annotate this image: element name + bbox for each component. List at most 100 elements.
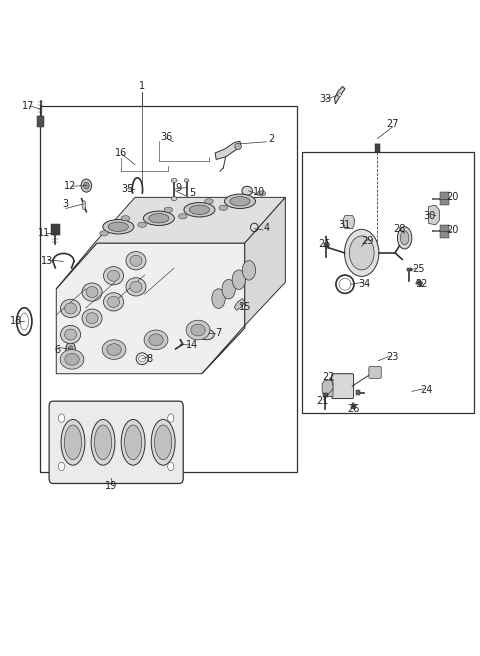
- Ellipse shape: [60, 325, 81, 344]
- Ellipse shape: [191, 324, 205, 336]
- Polygon shape: [322, 380, 333, 397]
- Ellipse shape: [65, 354, 79, 365]
- Polygon shape: [441, 192, 449, 205]
- Ellipse shape: [124, 425, 142, 460]
- Ellipse shape: [397, 227, 412, 249]
- Ellipse shape: [212, 289, 225, 308]
- Text: 15: 15: [239, 302, 251, 312]
- Ellipse shape: [235, 143, 241, 150]
- Text: 14: 14: [186, 340, 198, 350]
- Polygon shape: [324, 243, 328, 247]
- Polygon shape: [407, 268, 412, 271]
- Text: 5: 5: [189, 188, 195, 197]
- Ellipse shape: [186, 320, 210, 340]
- Ellipse shape: [107, 344, 121, 356]
- Polygon shape: [441, 225, 449, 238]
- Ellipse shape: [82, 309, 102, 327]
- Ellipse shape: [84, 182, 89, 189]
- Polygon shape: [429, 205, 440, 225]
- Ellipse shape: [337, 93, 341, 96]
- Ellipse shape: [108, 222, 128, 232]
- Ellipse shape: [242, 186, 252, 195]
- Ellipse shape: [91, 419, 115, 465]
- Ellipse shape: [81, 179, 92, 192]
- Ellipse shape: [232, 270, 245, 289]
- Text: 7: 7: [216, 328, 222, 338]
- Polygon shape: [215, 141, 241, 159]
- Polygon shape: [51, 224, 60, 235]
- Ellipse shape: [86, 287, 98, 298]
- Text: 23: 23: [386, 352, 399, 362]
- Ellipse shape: [179, 214, 187, 219]
- Text: 9: 9: [175, 182, 181, 193]
- Ellipse shape: [82, 201, 86, 210]
- Ellipse shape: [60, 350, 84, 369]
- Ellipse shape: [104, 266, 123, 285]
- Ellipse shape: [68, 346, 73, 352]
- Text: 4: 4: [263, 223, 269, 233]
- FancyBboxPatch shape: [332, 374, 354, 399]
- Ellipse shape: [155, 425, 172, 460]
- Ellipse shape: [345, 230, 379, 276]
- FancyBboxPatch shape: [369, 367, 381, 379]
- Polygon shape: [374, 144, 380, 152]
- Ellipse shape: [86, 313, 98, 323]
- Text: 8: 8: [146, 354, 152, 364]
- Ellipse shape: [149, 334, 163, 346]
- Polygon shape: [351, 403, 357, 409]
- Ellipse shape: [103, 220, 134, 234]
- Ellipse shape: [59, 462, 65, 471]
- Ellipse shape: [102, 340, 126, 359]
- Text: 20: 20: [446, 225, 458, 235]
- Text: 19: 19: [105, 481, 117, 491]
- Ellipse shape: [65, 329, 77, 340]
- Polygon shape: [323, 394, 328, 398]
- Ellipse shape: [151, 419, 175, 465]
- Ellipse shape: [230, 197, 250, 206]
- Ellipse shape: [199, 329, 214, 340]
- Text: 32: 32: [415, 279, 428, 289]
- Ellipse shape: [60, 299, 81, 318]
- Text: 17: 17: [23, 101, 35, 111]
- Polygon shape: [202, 197, 285, 374]
- Ellipse shape: [349, 236, 374, 270]
- Text: 21: 21: [316, 396, 328, 406]
- Ellipse shape: [242, 260, 256, 280]
- Ellipse shape: [82, 283, 102, 301]
- Polygon shape: [357, 390, 360, 396]
- Ellipse shape: [144, 211, 174, 226]
- Text: 6: 6: [55, 344, 61, 354]
- Text: 20: 20: [446, 192, 458, 202]
- Text: 36: 36: [160, 132, 172, 142]
- Text: 26: 26: [348, 404, 360, 414]
- Ellipse shape: [257, 191, 266, 196]
- Ellipse shape: [108, 270, 120, 281]
- Text: 2: 2: [268, 134, 274, 144]
- Polygon shape: [234, 298, 245, 310]
- Text: 1: 1: [139, 81, 145, 91]
- Text: 31: 31: [338, 220, 350, 230]
- Text: 27: 27: [386, 119, 399, 129]
- Text: 29: 29: [362, 236, 374, 246]
- Ellipse shape: [130, 281, 142, 293]
- Ellipse shape: [126, 277, 146, 296]
- Ellipse shape: [100, 231, 108, 236]
- Ellipse shape: [138, 222, 146, 228]
- Polygon shape: [335, 87, 345, 104]
- Ellipse shape: [184, 178, 189, 182]
- Text: 25: 25: [319, 239, 331, 249]
- FancyBboxPatch shape: [49, 401, 183, 483]
- Text: 33: 33: [320, 94, 332, 104]
- Ellipse shape: [61, 419, 85, 465]
- Ellipse shape: [171, 197, 177, 201]
- Text: 11: 11: [38, 228, 50, 238]
- Ellipse shape: [108, 297, 120, 308]
- Text: 18: 18: [10, 316, 22, 327]
- Ellipse shape: [65, 303, 77, 314]
- Ellipse shape: [126, 251, 146, 270]
- Polygon shape: [343, 216, 355, 229]
- Ellipse shape: [400, 231, 409, 245]
- Text: 16: 16: [115, 148, 127, 158]
- Text: 35: 35: [121, 184, 134, 194]
- Text: 13: 13: [41, 256, 53, 266]
